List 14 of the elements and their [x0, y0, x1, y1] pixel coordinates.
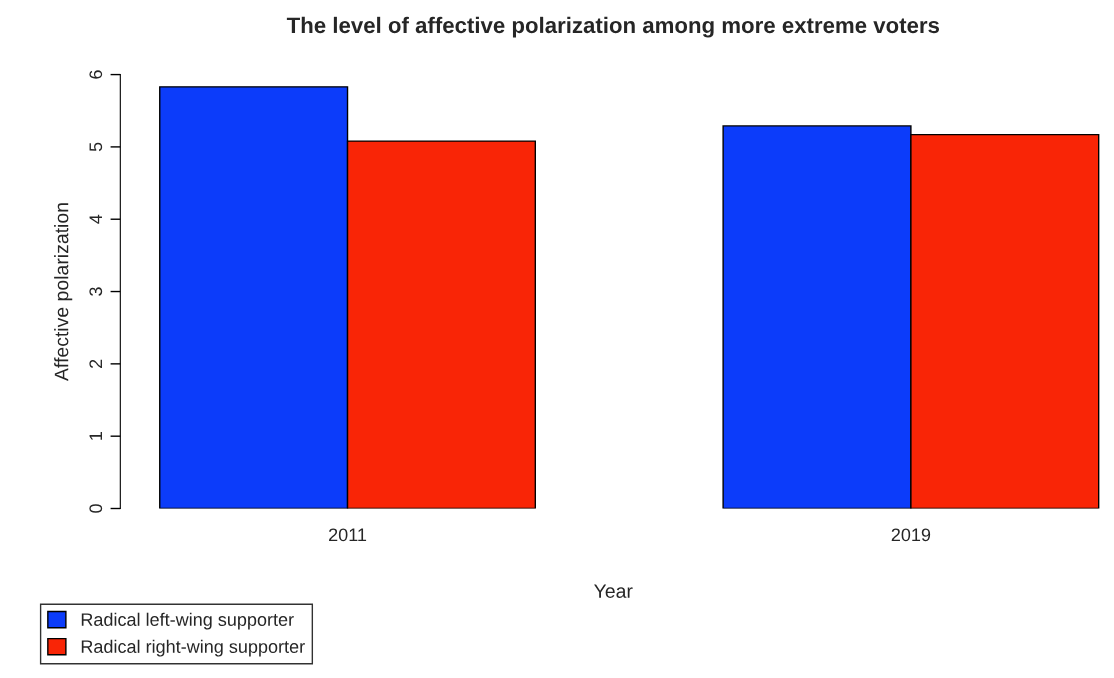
y-axis-title: Affective polarization — [54, 203, 73, 382]
y-tick-label: 5 — [89, 142, 103, 152]
y-tick-label: 2 — [89, 359, 102, 368]
x-tick-label: 2019 — [891, 528, 931, 542]
x-axis-title: Year — [594, 584, 633, 598]
y-tick-label: 4 — [89, 214, 102, 224]
y-tick-label: 1 — [89, 432, 102, 440]
x-tick-label: 2011 — [329, 528, 367, 542]
legend-label: Radical left-wing supporter — [81, 612, 294, 630]
chart-title: The level of affective polarization among more extreme voters — [286, 16, 940, 38]
y-tick-label: 3 — [89, 287, 103, 296]
y-tick-label: 6 — [89, 70, 103, 79]
legend-label: Radical right-wing supporter — [81, 639, 305, 657]
y-tick-label: 0 — [89, 504, 103, 513]
